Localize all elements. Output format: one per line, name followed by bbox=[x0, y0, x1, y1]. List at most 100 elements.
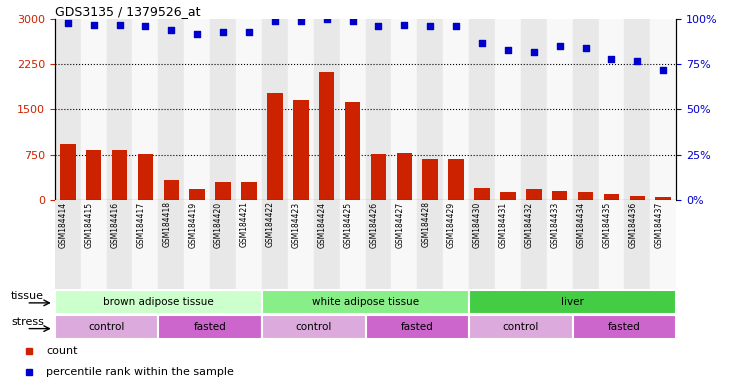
Bar bbox=[236, 200, 262, 289]
Bar bbox=[443, 200, 469, 289]
Bar bbox=[314, 200, 340, 289]
Point bbox=[192, 31, 203, 37]
Bar bbox=[469, 315, 572, 339]
Text: GSM184430: GSM184430 bbox=[473, 202, 482, 248]
Text: GSM184423: GSM184423 bbox=[292, 202, 300, 248]
Text: GSM184429: GSM184429 bbox=[447, 202, 456, 248]
Text: GSM184424: GSM184424 bbox=[318, 202, 327, 248]
Point bbox=[528, 49, 539, 55]
Point bbox=[450, 23, 462, 30]
Bar bbox=[474, 188, 490, 200]
Bar bbox=[340, 19, 366, 200]
Point bbox=[140, 23, 151, 30]
Text: GDS3135 / 1379526_at: GDS3135 / 1379526_at bbox=[55, 5, 200, 18]
Bar bbox=[417, 19, 443, 200]
Bar bbox=[241, 182, 257, 200]
Bar bbox=[604, 194, 619, 200]
Bar bbox=[469, 200, 495, 289]
Bar bbox=[107, 19, 132, 200]
Bar bbox=[577, 192, 594, 200]
Bar bbox=[164, 180, 179, 200]
Bar bbox=[189, 189, 205, 200]
Bar bbox=[396, 153, 412, 200]
Point bbox=[398, 22, 410, 28]
Bar bbox=[55, 290, 262, 314]
Text: fasted: fasted bbox=[194, 322, 227, 333]
Point bbox=[580, 45, 591, 51]
Text: tissue: tissue bbox=[11, 291, 44, 301]
Text: GSM184425: GSM184425 bbox=[344, 202, 352, 248]
Text: GSM184437: GSM184437 bbox=[654, 202, 663, 248]
Bar bbox=[86, 151, 102, 200]
Bar bbox=[552, 191, 567, 200]
Text: GSM184428: GSM184428 bbox=[421, 202, 431, 247]
Bar bbox=[391, 19, 417, 200]
Bar bbox=[572, 200, 599, 289]
Bar bbox=[547, 19, 572, 200]
Bar bbox=[495, 200, 520, 289]
Text: GSM184419: GSM184419 bbox=[188, 202, 197, 248]
Point bbox=[632, 58, 643, 64]
Bar bbox=[210, 19, 236, 200]
Bar bbox=[132, 19, 159, 200]
Text: GSM184421: GSM184421 bbox=[240, 202, 249, 247]
Bar bbox=[55, 200, 80, 289]
Text: control: control bbox=[503, 322, 539, 333]
Bar bbox=[319, 72, 334, 200]
Point bbox=[554, 43, 566, 50]
Text: control: control bbox=[88, 322, 125, 333]
Text: GSM184415: GSM184415 bbox=[85, 202, 94, 248]
Bar bbox=[624, 19, 651, 200]
Point bbox=[243, 29, 255, 35]
Bar bbox=[132, 200, 159, 289]
Bar bbox=[448, 159, 464, 200]
Bar bbox=[521, 200, 547, 289]
Text: GSM184422: GSM184422 bbox=[266, 202, 275, 247]
Bar bbox=[262, 19, 288, 200]
Bar bbox=[288, 200, 314, 289]
Bar bbox=[469, 19, 495, 200]
Text: GSM184435: GSM184435 bbox=[602, 202, 611, 248]
Text: fasted: fasted bbox=[401, 322, 433, 333]
Bar bbox=[520, 19, 547, 200]
Bar bbox=[55, 19, 80, 200]
Bar bbox=[624, 200, 651, 289]
Point bbox=[321, 16, 333, 22]
Text: count: count bbox=[46, 346, 77, 356]
Bar bbox=[366, 315, 469, 339]
Bar bbox=[423, 159, 438, 200]
Point bbox=[605, 56, 617, 62]
Bar bbox=[262, 315, 366, 339]
Bar bbox=[216, 182, 231, 200]
Text: GSM184434: GSM184434 bbox=[577, 202, 586, 248]
Text: GSM184431: GSM184431 bbox=[499, 202, 508, 248]
Bar bbox=[293, 101, 308, 200]
Point bbox=[295, 18, 306, 24]
Bar bbox=[236, 19, 262, 200]
Bar bbox=[60, 144, 75, 200]
Text: GSM184427: GSM184427 bbox=[395, 202, 404, 248]
Bar bbox=[547, 200, 572, 289]
Bar bbox=[137, 154, 154, 200]
Text: liver: liver bbox=[561, 296, 584, 307]
Text: GSM184420: GSM184420 bbox=[214, 202, 223, 248]
Bar bbox=[55, 315, 159, 339]
Point bbox=[165, 27, 177, 33]
Bar bbox=[345, 102, 360, 200]
Bar bbox=[495, 19, 520, 200]
Bar bbox=[184, 200, 211, 289]
Bar bbox=[526, 189, 542, 200]
Bar bbox=[159, 315, 262, 339]
Bar bbox=[112, 150, 127, 200]
Bar bbox=[371, 154, 386, 200]
Text: GSM184433: GSM184433 bbox=[550, 202, 560, 248]
Text: stress: stress bbox=[11, 317, 44, 327]
Bar bbox=[500, 192, 515, 200]
Bar bbox=[599, 200, 624, 289]
Text: GSM184426: GSM184426 bbox=[369, 202, 379, 248]
Bar bbox=[391, 200, 417, 289]
Point bbox=[425, 23, 436, 30]
Bar bbox=[211, 200, 236, 289]
Text: GSM184414: GSM184414 bbox=[58, 202, 68, 248]
Bar bbox=[184, 19, 210, 200]
